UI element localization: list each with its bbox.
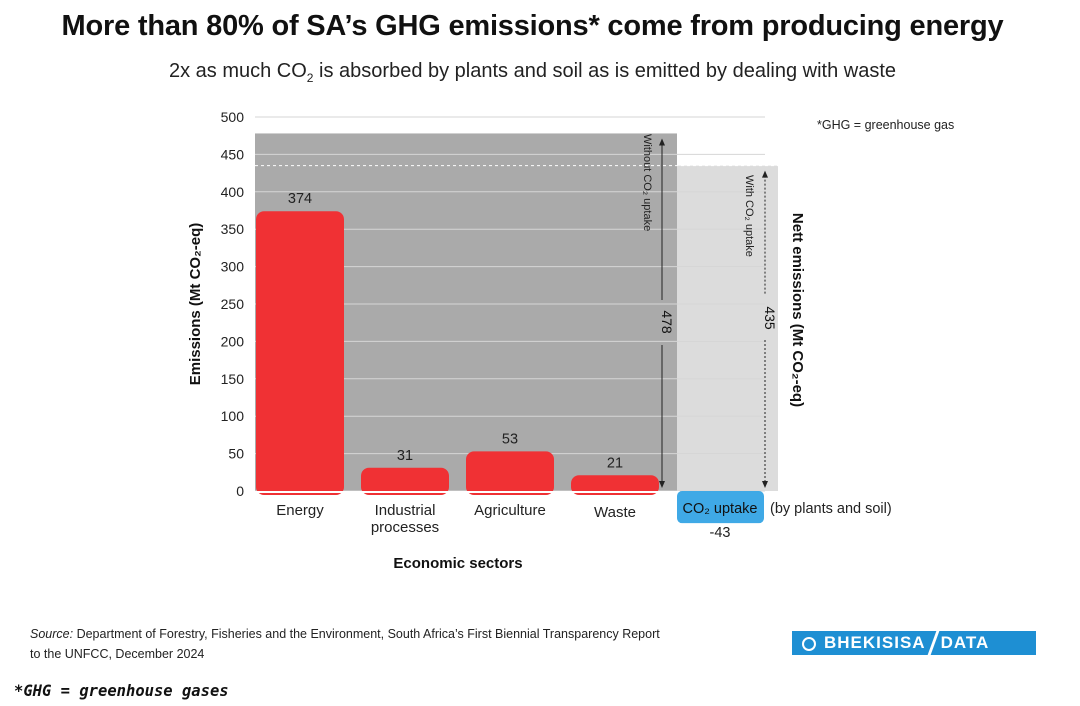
without-arrow-head <box>659 138 665 146</box>
source-note: Source: Department of Forestry, Fisherie… <box>30 624 670 664</box>
y-tick-label: 150 <box>221 371 245 387</box>
bar <box>466 451 554 495</box>
uptake-label: CO₂ uptake <box>683 501 758 517</box>
y-tick-label: 400 <box>221 184 245 200</box>
chart-title: More than 80% of SA’s GHG emissions* com… <box>61 10 1004 42</box>
data-label: 53 <box>502 431 518 447</box>
x-tick-label: Agriculture <box>474 502 546 519</box>
emissions-chart: 0 50 100 150 200 250 300 350 400 450 500 374 31 53 21 E… <box>187 109 954 572</box>
search-icon <box>802 637 816 651</box>
x-tick-label: Waste <box>594 504 636 521</box>
without-total-label: 478 <box>659 310 675 334</box>
y-tick-label: 50 <box>228 446 244 462</box>
right-axis-title: Nett emissions (Mt CO₂-eq) <box>789 213 806 407</box>
x-tick-label: Energy <box>276 502 324 519</box>
without-caption: Without CO₂ uptake <box>641 134 653 231</box>
with-arrow-head <box>762 481 768 488</box>
y-tick-label: 200 <box>221 333 245 349</box>
y-tick-label: 450 <box>221 146 245 162</box>
ghg-note: *GHG = greenhouse gas <box>817 118 954 132</box>
y-tick-label: 0 <box>236 483 244 499</box>
x-axis-title: Economic sectors <box>393 555 522 572</box>
footnote: *GHG = greenhouse gases <box>14 682 229 700</box>
bhekisisa-data-logo: BHEKISISA DATA <box>792 631 1036 655</box>
bar <box>256 211 344 496</box>
source-label: Source: <box>30 627 74 641</box>
uptake-bar <box>677 491 764 524</box>
with-arrow-head <box>762 170 768 178</box>
chart-subtitle: 2x as much CO2 is absorbed by plants and… <box>168 60 897 85</box>
y-tick-label: 100 <box>221 408 245 424</box>
with-total-label: 435 <box>762 306 778 330</box>
y-tick-label: 350 <box>221 221 245 237</box>
y-tick-label: 500 <box>221 109 245 125</box>
source-text: Department of Forestry, Fisheries and th… <box>30 627 660 661</box>
without-arrow-head <box>659 481 665 488</box>
bar <box>571 475 659 495</box>
uptake-note: (by plants and soil) <box>770 501 892 517</box>
uptake-value-label: -43 <box>710 525 731 541</box>
data-label: 31 <box>397 448 413 464</box>
x-tick-label: processes <box>371 519 439 536</box>
data-label: 21 <box>607 455 623 471</box>
y-tick-label: 250 <box>221 296 245 312</box>
y-axis-title: Emissions (Mt CO₂-eq) <box>187 223 204 386</box>
data-label: 374 <box>288 191 312 207</box>
with-caption: With CO₂ uptake <box>743 175 755 257</box>
y-tick-label: 300 <box>221 259 245 275</box>
x-tick-label: Industrial <box>375 502 436 519</box>
with-uptake-shade <box>677 165 778 491</box>
bar <box>361 467 449 495</box>
